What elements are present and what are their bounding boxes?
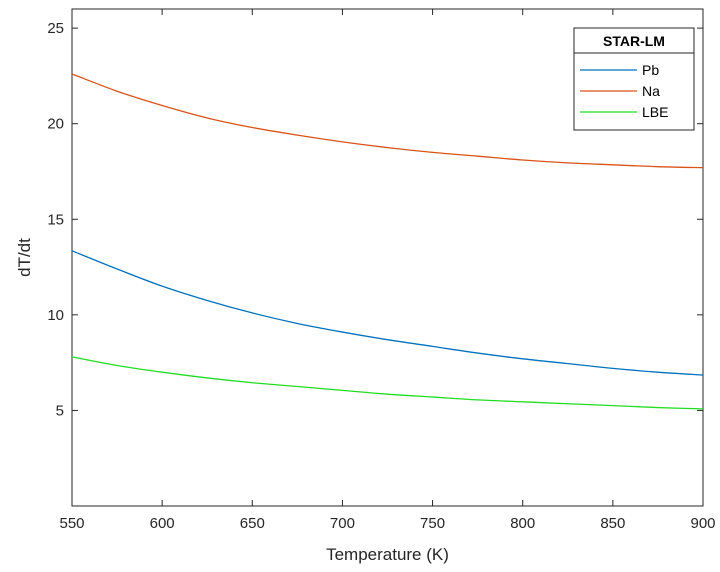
x-tick-label: 550 <box>59 515 84 532</box>
x-tick-label: 700 <box>330 515 355 532</box>
legend-label-lbe: LBE <box>642 104 668 120</box>
y-tick-label: 10 <box>47 307 64 324</box>
legend-label-pb: Pb <box>642 62 659 78</box>
legend-label-na: Na <box>642 83 660 99</box>
x-tick-label: 750 <box>420 515 445 532</box>
series-layer <box>71 73 704 410</box>
legend-box <box>573 27 695 131</box>
x-tick-label: 650 <box>240 515 265 532</box>
y-tick-label: 5 <box>56 402 64 419</box>
series-line-na <box>71 73 704 169</box>
legend-items: Pb Na LBE <box>580 62 668 120</box>
series-line-pb <box>71 250 704 376</box>
legend-title: STAR-LM <box>603 33 665 49</box>
x-axis-title: Temperature (K) <box>326 545 449 564</box>
series-line-lbe <box>71 356 704 410</box>
y-tick-label: 15 <box>47 211 64 228</box>
tick-layer: 550 600 650 700 750 800 850 900 5 10 15 20 25 <box>47 9 716 532</box>
y-tick-label: 25 <box>47 20 64 37</box>
y-axis-title: dT/dt <box>15 238 34 277</box>
x-tick-label: 600 <box>150 515 175 532</box>
y-tick-label: 20 <box>47 116 64 133</box>
legend: STAR-LM Pb Na LBE <box>573 27 695 131</box>
x-tick-label: 900 <box>690 515 715 532</box>
x-tick-label: 850 <box>600 515 625 532</box>
x-tick-label: 800 <box>510 515 535 532</box>
